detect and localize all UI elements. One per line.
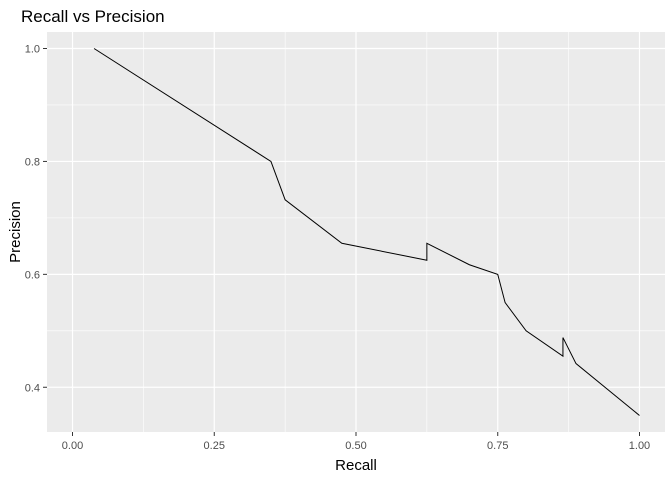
- x-axis-label: Recall: [335, 457, 377, 474]
- y-tick-label: 0.4: [25, 382, 40, 394]
- x-tick-label: 0.75: [487, 440, 508, 452]
- y-axis-label: Precision: [7, 201, 24, 263]
- y-axis-tick-labels: 0.4 0.6 0.8 1.0: [25, 44, 40, 395]
- y-tick-label: 1.0: [25, 44, 40, 56]
- chart-title: Recall vs Precision: [21, 7, 165, 26]
- x-tick-label: 0.00: [62, 440, 83, 452]
- x-tick-label: 0.25: [204, 440, 225, 452]
- y-tick-label: 0.6: [25, 269, 40, 281]
- x-axis-ticks: [73, 432, 640, 436]
- x-axis-tick-labels: 0.00 0.25 0.50 0.75 1.00: [62, 440, 650, 452]
- y-axis-ticks: [43, 49, 47, 388]
- x-tick-label: 0.50: [345, 440, 366, 452]
- y-tick-label: 0.8: [25, 156, 40, 168]
- x-tick-label: 1.00: [629, 440, 650, 452]
